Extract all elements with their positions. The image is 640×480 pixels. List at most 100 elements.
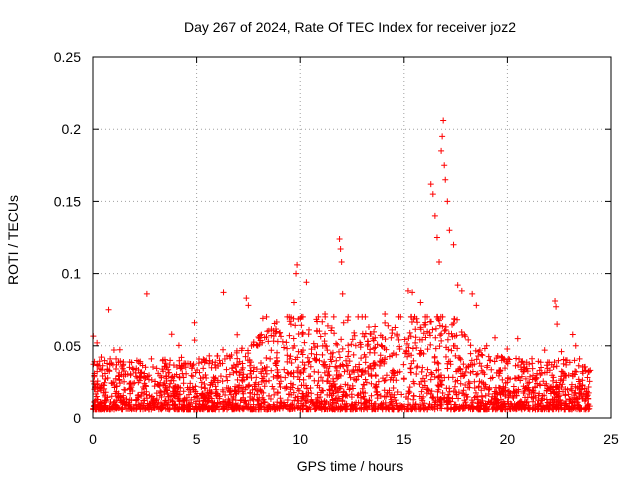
data-point bbox=[441, 397, 448, 404]
data-point bbox=[253, 374, 260, 381]
data-point bbox=[532, 406, 539, 413]
data-point bbox=[287, 353, 294, 360]
data-point bbox=[180, 380, 187, 387]
x-axis-label: GPS time / hours bbox=[297, 458, 404, 474]
data-point bbox=[319, 342, 326, 349]
data-point bbox=[219, 378, 226, 385]
data-point bbox=[467, 342, 474, 349]
data-point bbox=[148, 355, 155, 362]
data-point bbox=[298, 322, 305, 329]
data-point bbox=[166, 406, 173, 413]
data-point bbox=[300, 366, 307, 373]
data-point bbox=[429, 191, 436, 198]
data-point bbox=[284, 313, 291, 320]
data-point bbox=[338, 259, 345, 266]
chart-title: Day 267 of 2024, Rate Of TEC Index for r… bbox=[184, 19, 516, 35]
data-point bbox=[491, 358, 498, 365]
data-point bbox=[292, 322, 299, 329]
data-point bbox=[259, 339, 266, 346]
data-point bbox=[120, 368, 127, 375]
data-point bbox=[544, 385, 551, 392]
data-point bbox=[362, 354, 369, 361]
data-point bbox=[382, 311, 389, 318]
data-point bbox=[421, 382, 428, 389]
data-point bbox=[483, 404, 490, 411]
data-point bbox=[326, 372, 333, 379]
data-point bbox=[336, 235, 343, 242]
data-point bbox=[524, 380, 531, 387]
data-point bbox=[407, 333, 414, 340]
data-point bbox=[496, 370, 503, 377]
data-point bbox=[247, 397, 254, 404]
data-point bbox=[142, 364, 149, 371]
data-point bbox=[434, 394, 441, 401]
data-point bbox=[427, 376, 434, 383]
data-point bbox=[117, 393, 124, 400]
data-point bbox=[109, 380, 116, 387]
data-point bbox=[220, 388, 227, 395]
data-point bbox=[345, 313, 352, 320]
data-point bbox=[187, 360, 194, 367]
data-point bbox=[118, 399, 125, 406]
data-point bbox=[182, 364, 189, 371]
data-point bbox=[273, 328, 280, 335]
data-point bbox=[451, 383, 458, 390]
data-point bbox=[206, 360, 213, 367]
data-point bbox=[513, 392, 520, 399]
data-point bbox=[518, 359, 525, 366]
data-point bbox=[125, 399, 132, 406]
data-point bbox=[263, 355, 270, 362]
data-point bbox=[389, 369, 396, 376]
data-point bbox=[364, 406, 371, 413]
data-point bbox=[338, 336, 345, 343]
data-point bbox=[552, 298, 559, 305]
data-point bbox=[180, 388, 187, 395]
data-point bbox=[426, 329, 433, 336]
data-point bbox=[146, 401, 153, 408]
data-point bbox=[506, 356, 513, 363]
data-point bbox=[484, 362, 491, 369]
data-point bbox=[318, 400, 325, 407]
data-point bbox=[498, 404, 505, 411]
data-point bbox=[367, 346, 374, 353]
data-point bbox=[288, 314, 295, 321]
data-point bbox=[510, 383, 517, 390]
data-point bbox=[101, 392, 108, 399]
data-point bbox=[486, 386, 493, 393]
data-point bbox=[105, 306, 112, 313]
data-point bbox=[508, 401, 515, 408]
data-point bbox=[482, 383, 489, 390]
data-point bbox=[291, 342, 298, 349]
data-point bbox=[372, 323, 379, 330]
data-point bbox=[487, 375, 494, 382]
data-point bbox=[232, 388, 239, 395]
data-point bbox=[241, 397, 248, 404]
data-point bbox=[446, 227, 453, 234]
data-point bbox=[475, 384, 482, 391]
data-point bbox=[532, 384, 539, 391]
data-point bbox=[305, 359, 312, 366]
data-point bbox=[449, 395, 456, 402]
data-point bbox=[410, 357, 417, 364]
data-point bbox=[522, 394, 529, 401]
data-point bbox=[232, 404, 239, 411]
data-point bbox=[574, 384, 581, 391]
data-point bbox=[220, 289, 227, 296]
data-point bbox=[170, 392, 177, 399]
data-point bbox=[444, 399, 451, 406]
data-point bbox=[279, 338, 286, 345]
data-point bbox=[184, 384, 191, 391]
data-point bbox=[515, 388, 522, 395]
data-point bbox=[212, 404, 219, 411]
data-point bbox=[404, 287, 411, 294]
data-point bbox=[537, 359, 544, 366]
data-point bbox=[473, 356, 480, 363]
data-point bbox=[426, 400, 433, 407]
data-point bbox=[372, 361, 379, 368]
data-point bbox=[481, 371, 488, 378]
data-point bbox=[544, 403, 551, 410]
data-point bbox=[411, 313, 418, 320]
data-point bbox=[153, 365, 160, 372]
data-point bbox=[401, 403, 408, 410]
data-point bbox=[558, 405, 565, 412]
